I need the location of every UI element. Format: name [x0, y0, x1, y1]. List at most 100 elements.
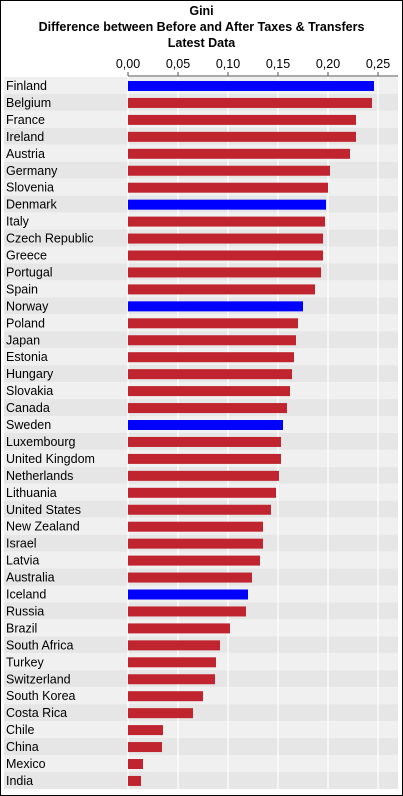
- category-label: Portugal: [6, 265, 53, 279]
- category-label: Italy: [6, 215, 30, 229]
- gridlines: [127, 76, 379, 789]
- bar: [128, 504, 271, 515]
- category-label: South Korea: [6, 689, 76, 703]
- category-label: Australia: [6, 571, 55, 585]
- category-label: Latvia: [6, 554, 39, 568]
- bar: [128, 114, 356, 125]
- category-label: Netherlands: [6, 469, 73, 483]
- x-tick-label: 0,00: [116, 57, 140, 71]
- bar: [128, 453, 281, 464]
- bar: [128, 775, 141, 786]
- bar: [128, 623, 230, 634]
- bar: [128, 708, 193, 719]
- bar: [128, 589, 248, 600]
- category-label: Denmark: [6, 198, 57, 212]
- chart-period-label: Latest Data: [167, 36, 236, 50]
- category-label: Greece: [6, 249, 47, 263]
- bars: [128, 81, 374, 786]
- bar: [128, 267, 321, 278]
- category-label: Poland: [6, 316, 45, 330]
- category-label: India: [6, 774, 33, 788]
- category-label: Slovakia: [6, 384, 53, 398]
- x-tick-label: 0,05: [166, 57, 190, 71]
- bar: [128, 521, 263, 532]
- chart-title: Gini: [189, 4, 214, 18]
- category-label: Slovenia: [6, 181, 54, 195]
- bar: [128, 182, 328, 193]
- category-label: Austria: [6, 147, 45, 161]
- bar: [128, 250, 323, 261]
- row-band: [4, 771, 398, 789]
- bar: [128, 420, 283, 430]
- bar: [128, 199, 326, 210]
- category-label: Brazil: [6, 621, 37, 635]
- bar: [128, 436, 281, 447]
- bar: [128, 606, 246, 617]
- row-band: [4, 721, 398, 739]
- x-axis: 0,00 0,05 0,10 0,15 0,20 0,25: [116, 57, 398, 77]
- bar: [128, 742, 162, 753]
- row-band: [4, 755, 398, 772]
- bar: [128, 352, 294, 363]
- bar: [128, 335, 296, 346]
- bar: [128, 487, 276, 498]
- bar: [128, 216, 325, 227]
- bar: [128, 555, 260, 566]
- bar: [128, 403, 287, 414]
- bar: [128, 284, 315, 295]
- bar: [128, 759, 143, 769]
- bar: [128, 657, 216, 668]
- x-tick-label: 0,10: [216, 57, 240, 71]
- x-tick-label: 0,15: [266, 57, 290, 71]
- category-label: Hungary: [6, 367, 54, 381]
- category-label: New Zealand: [6, 520, 80, 534]
- bar: [128, 318, 298, 329]
- category-label: Israel: [6, 537, 37, 551]
- row-band: [4, 738, 398, 755]
- category-label: Costa Rica: [6, 706, 67, 720]
- category-label: Germany: [6, 164, 58, 178]
- category-label: Iceland: [6, 588, 46, 602]
- x-tick-label: 0,20: [316, 57, 340, 71]
- bar: [128, 572, 252, 583]
- bar: [128, 233, 323, 244]
- category-label: France: [6, 113, 45, 127]
- category-label: Belgium: [6, 96, 51, 110]
- bar: [128, 369, 292, 380]
- x-tick-label: 0,25: [366, 57, 390, 71]
- category-label: Luxembourg: [6, 435, 76, 449]
- category-label: Canada: [6, 401, 50, 415]
- category-labels: Finland Belgium France Ireland Austria German…: [6, 79, 95, 788]
- category-label: United Kingdom: [6, 452, 95, 466]
- bar: [128, 386, 290, 397]
- bar: [128, 640, 220, 651]
- category-label: South Africa: [6, 638, 73, 652]
- category-label: Ireland: [6, 130, 44, 144]
- bar: [128, 131, 356, 142]
- bar: [128, 691, 203, 702]
- category-label: Sweden: [6, 418, 51, 432]
- bar: [128, 148, 350, 159]
- category-label: Russia: [6, 604, 44, 618]
- category-label: Norway: [6, 299, 49, 313]
- category-label: China: [6, 740, 39, 754]
- bar: [128, 674, 215, 685]
- bar: [128, 470, 279, 481]
- category-label: Chile: [6, 723, 35, 737]
- bar: [128, 97, 372, 108]
- category-label: Finland: [6, 79, 47, 93]
- bar: [128, 538, 263, 549]
- bar: [128, 165, 330, 176]
- category-label: Japan: [6, 333, 40, 347]
- row-band: [4, 704, 398, 722]
- category-label: Switzerland: [6, 672, 71, 686]
- bar: [128, 301, 303, 312]
- category-label: Estonia: [6, 350, 48, 364]
- bar: [128, 81, 374, 91]
- category-label: Czech Republic: [6, 232, 94, 246]
- category-label: Mexico: [6, 757, 46, 771]
- category-label: Turkey: [6, 655, 44, 669]
- category-label: Spain: [6, 282, 38, 296]
- chart-subtitle: Difference between Before and After Taxe…: [38, 20, 365, 34]
